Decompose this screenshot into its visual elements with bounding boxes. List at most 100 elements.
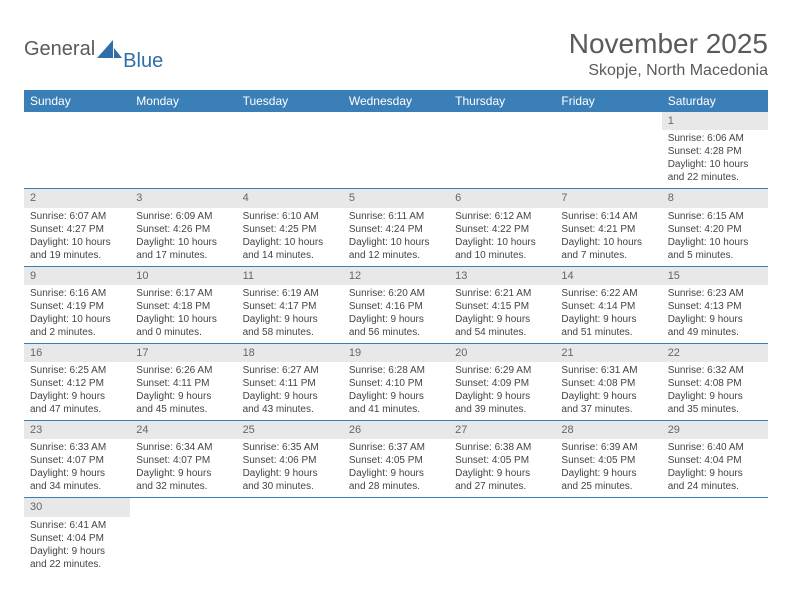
sunset-text: Sunset: 4:15 PM — [455, 300, 549, 313]
day-number: 27 — [449, 421, 555, 439]
daylight-text: and 45 minutes. — [136, 403, 230, 416]
sunrise-text: Sunrise: 6:31 AM — [561, 364, 655, 377]
calendar-cell: 17Sunrise: 6:26 AMSunset: 4:11 PMDayligh… — [130, 343, 236, 420]
calendar-cell: 24Sunrise: 6:34 AMSunset: 4:07 PMDayligh… — [130, 421, 236, 498]
daylight-text: Daylight: 9 hours — [243, 390, 337, 403]
day-number: 5 — [343, 189, 449, 207]
daylight-text: and 39 minutes. — [455, 403, 549, 416]
day-number: 17 — [130, 344, 236, 362]
day-header: Saturday — [662, 90, 768, 112]
day-number: 1 — [662, 112, 768, 130]
sunrise-text: Sunrise: 6:41 AM — [30, 519, 124, 532]
day-number: 6 — [449, 189, 555, 207]
calendar-cell: 10Sunrise: 6:17 AMSunset: 4:18 PMDayligh… — [130, 266, 236, 343]
sunrise-text: Sunrise: 6:40 AM — [668, 441, 762, 454]
logo-text-general: General — [24, 38, 95, 61]
sunset-text: Sunset: 4:04 PM — [30, 532, 124, 545]
sunset-text: Sunset: 4:28 PM — [668, 145, 762, 158]
daylight-text: Daylight: 9 hours — [349, 467, 443, 480]
day-content: Sunrise: 6:37 AMSunset: 4:05 PMDaylight:… — [343, 439, 449, 497]
day-content: Sunrise: 6:11 AMSunset: 4:24 PMDaylight:… — [343, 208, 449, 266]
calendar-cell: 13Sunrise: 6:21 AMSunset: 4:15 PMDayligh… — [449, 266, 555, 343]
day-number: 15 — [662, 267, 768, 285]
day-number: 9 — [24, 267, 130, 285]
daylight-text: and 17 minutes. — [136, 249, 230, 262]
sunrise-text: Sunrise: 6:07 AM — [30, 210, 124, 223]
calendar-cell: 11Sunrise: 6:19 AMSunset: 4:17 PMDayligh… — [237, 266, 343, 343]
calendar-cell: 23Sunrise: 6:33 AMSunset: 4:07 PMDayligh… — [24, 421, 130, 498]
calendar-cell — [24, 112, 130, 189]
calendar-row: 16Sunrise: 6:25 AMSunset: 4:12 PMDayligh… — [24, 343, 768, 420]
calendar-cell: 25Sunrise: 6:35 AMSunset: 4:06 PMDayligh… — [237, 421, 343, 498]
day-content: Sunrise: 6:15 AMSunset: 4:20 PMDaylight:… — [662, 208, 768, 266]
calendar-cell: 8Sunrise: 6:15 AMSunset: 4:20 PMDaylight… — [662, 189, 768, 266]
day-number: 3 — [130, 189, 236, 207]
day-content: Sunrise: 6:06 AMSunset: 4:28 PMDaylight:… — [662, 130, 768, 188]
daylight-text: and 7 minutes. — [561, 249, 655, 262]
sunset-text: Sunset: 4:06 PM — [243, 454, 337, 467]
sunset-text: Sunset: 4:07 PM — [136, 454, 230, 467]
sunrise-text: Sunrise: 6:33 AM — [30, 441, 124, 454]
day-number: 8 — [662, 189, 768, 207]
day-header: Tuesday — [237, 90, 343, 112]
sunset-text: Sunset: 4:26 PM — [136, 223, 230, 236]
daylight-text: and 35 minutes. — [668, 403, 762, 416]
daylight-text: Daylight: 10 hours — [30, 313, 124, 326]
day-header: Friday — [555, 90, 661, 112]
sunset-text: Sunset: 4:16 PM — [349, 300, 443, 313]
calendar-row: 30Sunrise: 6:41 AMSunset: 4:04 PMDayligh… — [24, 498, 768, 575]
calendar-cell: 20Sunrise: 6:29 AMSunset: 4:09 PMDayligh… — [449, 343, 555, 420]
daylight-text: and 37 minutes. — [561, 403, 655, 416]
daylight-text: Daylight: 9 hours — [455, 467, 549, 480]
sunrise-text: Sunrise: 6:23 AM — [668, 287, 762, 300]
daylight-text: Daylight: 9 hours — [349, 390, 443, 403]
day-number: 7 — [555, 189, 661, 207]
day-content: Sunrise: 6:26 AMSunset: 4:11 PMDaylight:… — [130, 362, 236, 420]
day-content: Sunrise: 6:12 AMSunset: 4:22 PMDaylight:… — [449, 208, 555, 266]
sunrise-text: Sunrise: 6:27 AM — [243, 364, 337, 377]
day-number: 2 — [24, 189, 130, 207]
calendar-cell — [343, 112, 449, 189]
day-header: Monday — [130, 90, 236, 112]
daylight-text: and 58 minutes. — [243, 326, 337, 339]
day-content: Sunrise: 6:32 AMSunset: 4:08 PMDaylight:… — [662, 362, 768, 420]
calendar-cell: 7Sunrise: 6:14 AMSunset: 4:21 PMDaylight… — [555, 189, 661, 266]
day-content: Sunrise: 6:16 AMSunset: 4:19 PMDaylight:… — [24, 285, 130, 343]
day-content: Sunrise: 6:21 AMSunset: 4:15 PMDaylight:… — [449, 285, 555, 343]
daylight-text: Daylight: 9 hours — [243, 313, 337, 326]
day-number: 14 — [555, 267, 661, 285]
sunrise-text: Sunrise: 6:14 AM — [561, 210, 655, 223]
daylight-text: Daylight: 9 hours — [561, 390, 655, 403]
calendar-cell: 19Sunrise: 6:28 AMSunset: 4:10 PMDayligh… — [343, 343, 449, 420]
sunrise-text: Sunrise: 6:39 AM — [561, 441, 655, 454]
day-number: 21 — [555, 344, 661, 362]
day-number: 26 — [343, 421, 449, 439]
day-content: Sunrise: 6:27 AMSunset: 4:11 PMDaylight:… — [237, 362, 343, 420]
calendar-cell: 9Sunrise: 6:16 AMSunset: 4:19 PMDaylight… — [24, 266, 130, 343]
daylight-text: and 47 minutes. — [30, 403, 124, 416]
daylight-text: Daylight: 9 hours — [561, 467, 655, 480]
header: General Blue November 2025 Skopje, North… — [24, 28, 768, 80]
sunrise-text: Sunrise: 6:16 AM — [30, 287, 124, 300]
daylight-text: Daylight: 9 hours — [30, 545, 124, 558]
daylight-text: Daylight: 9 hours — [668, 390, 762, 403]
daylight-text: Daylight: 9 hours — [455, 390, 549, 403]
calendar-cell — [449, 112, 555, 189]
day-header: Sunday — [24, 90, 130, 112]
sunset-text: Sunset: 4:05 PM — [349, 454, 443, 467]
daylight-text: and 54 minutes. — [455, 326, 549, 339]
day-content: Sunrise: 6:39 AMSunset: 4:05 PMDaylight:… — [555, 439, 661, 497]
daylight-text: and 28 minutes. — [349, 480, 443, 493]
day-content: Sunrise: 6:38 AMSunset: 4:05 PMDaylight:… — [449, 439, 555, 497]
calendar-row: 1Sunrise: 6:06 AMSunset: 4:28 PMDaylight… — [24, 112, 768, 189]
sunrise-text: Sunrise: 6:37 AM — [349, 441, 443, 454]
daylight-text: and 27 minutes. — [455, 480, 549, 493]
calendar-cell — [555, 498, 661, 575]
sunset-text: Sunset: 4:10 PM — [349, 377, 443, 390]
sunrise-text: Sunrise: 6:28 AM — [349, 364, 443, 377]
day-content: Sunrise: 6:19 AMSunset: 4:17 PMDaylight:… — [237, 285, 343, 343]
day-content: Sunrise: 6:29 AMSunset: 4:09 PMDaylight:… — [449, 362, 555, 420]
sunrise-text: Sunrise: 6:17 AM — [136, 287, 230, 300]
day-content: Sunrise: 6:40 AMSunset: 4:04 PMDaylight:… — [662, 439, 768, 497]
logo-text-blue: Blue — [123, 50, 163, 73]
